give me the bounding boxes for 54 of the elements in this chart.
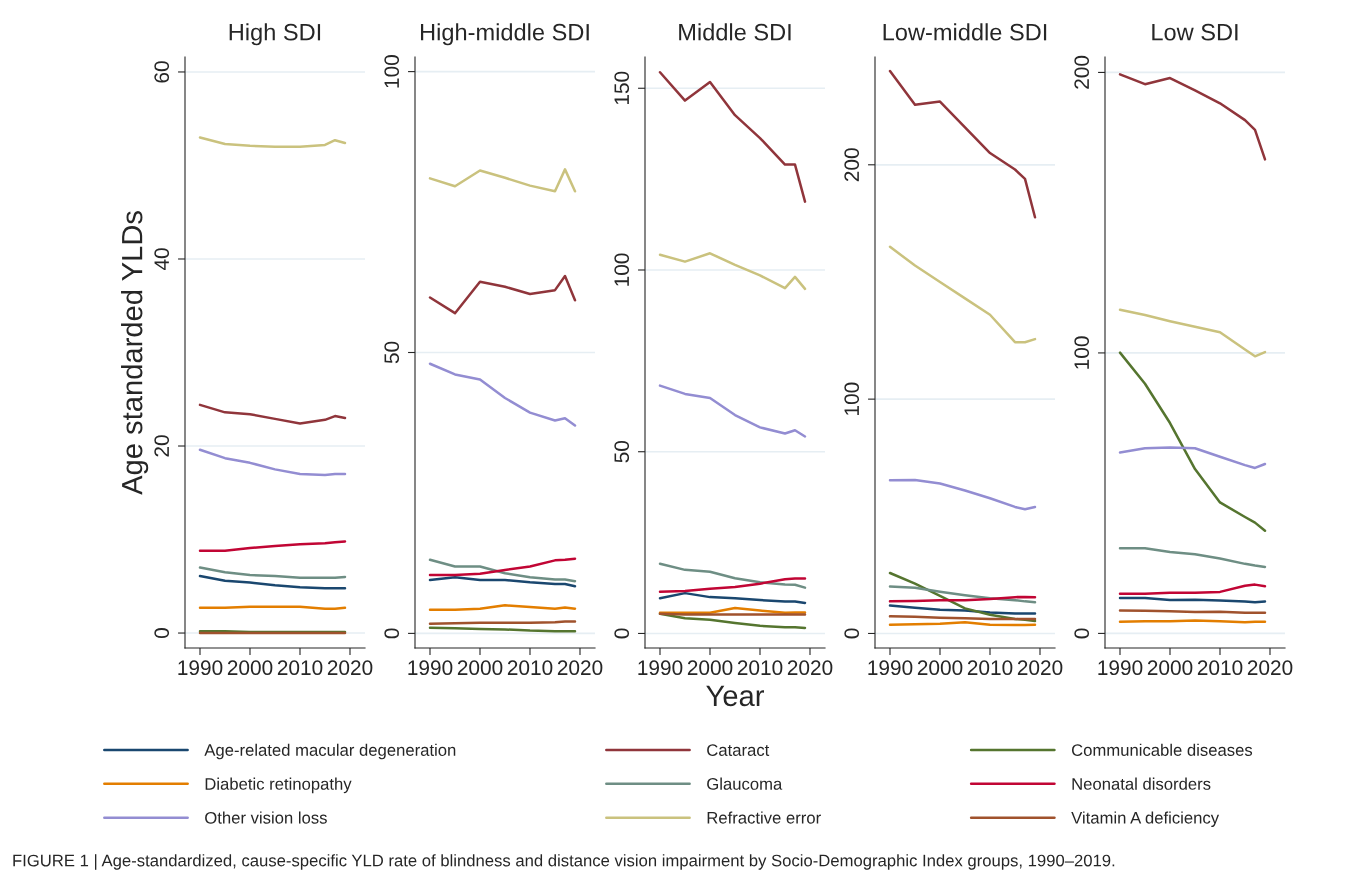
chart-title: High-middle SDI: [420, 23, 589, 46]
x-tick-label: 2020: [787, 660, 833, 676]
legend-label: Communicable diseases: [1071, 743, 1253, 756]
legend-label: Vitamin A deficiency: [1071, 811, 1220, 827]
caption: FIGURE 1 | Age-standardized, cause-specific YLD rate of blindness and distance vision impairment by Socio-Demographic Index groups, 1990–2019.: [13, 854, 1115, 870]
chart-title: Low SDI: [1152, 23, 1238, 41]
chart-title: High SDI: [229, 23, 321, 46]
x-tick-label: 2020: [327, 660, 373, 676]
legend-label: Neonatal disorders: [1072, 777, 1211, 790]
x-tick-label: 2020: [1017, 660, 1063, 676]
y-tick-label: 100: [384, 55, 400, 88]
x-axis-title: Year: [706, 685, 764, 707]
x-tick-label: 2000: [457, 660, 503, 676]
x-tick-label: 2010: [737, 660, 783, 676]
y-tick-label: 100: [844, 382, 860, 415]
x-tick-label: 1990: [178, 660, 223, 676]
y-tick-label: 20: [154, 435, 170, 457]
x-tick-label: 1990: [638, 660, 683, 676]
chart-title: Middle SDI: [679, 23, 791, 41]
x-tick-label: 1990: [868, 660, 913, 676]
x-tick-label: 2000: [227, 660, 273, 676]
x-tick-label: 2010: [507, 660, 553, 676]
y-tick-label: 0: [614, 628, 630, 639]
x-tick-label: 1990: [408, 660, 453, 676]
y-tick-label: 100: [1074, 336, 1090, 369]
x-tick-label: 1990: [1098, 660, 1143, 676]
y-tick-label: 200: [1074, 55, 1090, 89]
y-tick-label: 0: [1074, 628, 1090, 639]
y-tick-label: 0: [384, 628, 400, 639]
y-tick-label: 100: [614, 253, 630, 286]
x-tick-label: 2010: [277, 660, 323, 676]
legend-label: Diabetic retinopathy: [205, 777, 352, 794]
x-tick-label: 2020: [557, 660, 603, 676]
x-tick-label: 2000: [687, 660, 733, 676]
x-tick-label: 2010: [1197, 660, 1243, 676]
chart-title: Low-middle SDI: [883, 23, 1047, 41]
legend-label: Age-related macular degeneration: [204, 743, 456, 760]
y-tick-label: 150: [614, 71, 630, 105]
x-tick-label: 2010: [967, 660, 1013, 676]
y-tick-label: 60: [154, 61, 170, 83]
legend-label: Other vision loss: [205, 811, 327, 824]
y-tick-label: 50: [614, 440, 630, 463]
y-tick-label: 40: [154, 248, 170, 271]
legend-label: Glaucoma: [707, 777, 783, 790]
legend-label: Cataract: [707, 744, 770, 756]
x-tick-label: 2000: [917, 660, 963, 676]
y-tick-label: 0: [844, 628, 860, 639]
x-tick-label: 2000: [1147, 660, 1193, 676]
y-tick-label: 200: [844, 148, 860, 182]
y-tick-label: 50: [384, 341, 400, 364]
y-tick-label: 0: [154, 628, 170, 639]
x-tick-label: 2020: [1247, 660, 1293, 676]
legend-label: Refractive error: [707, 811, 821, 824]
y-axis-title: Age standarded YLDs: [121, 211, 149, 495]
